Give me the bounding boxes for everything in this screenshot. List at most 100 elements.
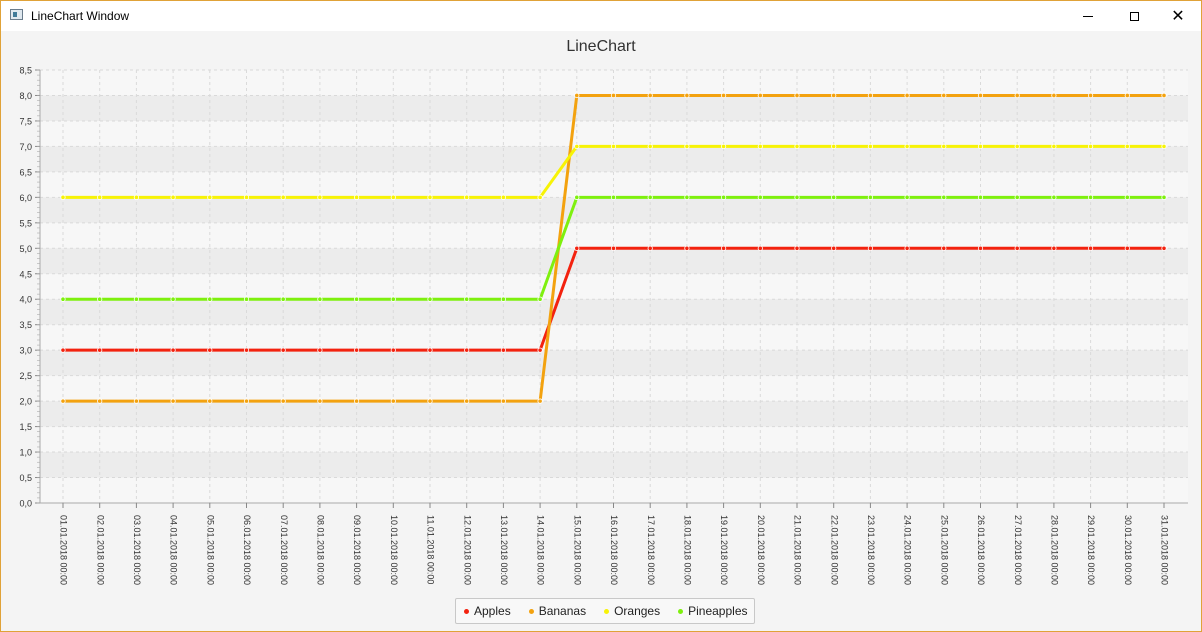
data-point-oranges bbox=[207, 194, 213, 200]
data-point-bananas bbox=[757, 92, 763, 99]
x-tick-label: 27.01.2018 00:00 bbox=[1013, 515, 1023, 585]
data-point-oranges bbox=[243, 194, 250, 200]
data-point-pineapples bbox=[1088, 194, 1094, 200]
data-point-oranges bbox=[537, 194, 543, 200]
data-point-apples bbox=[280, 347, 286, 353]
data-point-apples bbox=[427, 347, 433, 353]
data-point-pineapples bbox=[977, 194, 984, 200]
data-point-pineapples bbox=[500, 296, 506, 302]
data-point-pineapples bbox=[684, 194, 690, 200]
data-point-oranges bbox=[353, 194, 360, 200]
legend-item-pineapples: Pineapples bbox=[676, 604, 748, 618]
y-tick-label: 6,0 bbox=[19, 193, 32, 203]
data-point-apples bbox=[1088, 245, 1094, 251]
x-tick-label: 23.01.2018 00:00 bbox=[866, 515, 876, 585]
x-tick-label: 28.01.2018 00:00 bbox=[1050, 515, 1060, 585]
data-point-apples bbox=[537, 347, 543, 353]
data-point-bananas bbox=[427, 398, 433, 404]
title-bar[interactable]: LineChart Window ✕ bbox=[1, 1, 1201, 31]
data-point-apples bbox=[500, 347, 506, 353]
legend-label: Bananas bbox=[538, 604, 587, 618]
y-tick-label: 7,0 bbox=[19, 142, 32, 152]
data-point-pineapples bbox=[427, 296, 433, 302]
data-point-pineapples bbox=[464, 296, 470, 302]
y-tick-label: 4,5 bbox=[19, 269, 32, 279]
data-point-oranges bbox=[574, 143, 580, 150]
y-tick-label: 4,0 bbox=[19, 295, 32, 305]
data-point-pineapples bbox=[1014, 194, 1020, 200]
legend-marker-icon bbox=[528, 608, 534, 614]
x-tick-label: 02.01.2018 00:00 bbox=[95, 515, 105, 585]
data-point-apples bbox=[794, 245, 800, 251]
data-point-pineapples bbox=[867, 194, 874, 200]
legend-marker-icon bbox=[464, 608, 469, 614]
data-point-pineapples bbox=[647, 194, 653, 200]
data-point-oranges bbox=[280, 194, 286, 200]
legend-item-bananas: Bananas bbox=[527, 604, 586, 618]
data-point-oranges bbox=[610, 143, 617, 150]
data-point-bananas bbox=[317, 398, 323, 404]
maximize-button[interactable] bbox=[1111, 1, 1157, 31]
data-point-apples bbox=[243, 347, 250, 353]
chart-title: LineChart bbox=[566, 38, 636, 55]
data-point-bananas bbox=[977, 92, 984, 99]
data-point-bananas bbox=[500, 398, 506, 404]
data-point-pineapples bbox=[390, 296, 396, 302]
x-tick-label: 19.01.2018 00:00 bbox=[719, 515, 729, 585]
data-point-apples bbox=[464, 347, 470, 353]
data-point-bananas bbox=[941, 92, 947, 99]
data-point-bananas bbox=[280, 398, 286, 404]
x-tick-label: 25.01.2018 00:00 bbox=[939, 515, 949, 585]
data-point-oranges bbox=[1014, 143, 1020, 150]
x-tick-label: 18.01.2018 00:00 bbox=[683, 515, 693, 585]
chart-legend: Apples Bananas Oranges Pineapples bbox=[455, 598, 755, 624]
maximize-icon bbox=[1129, 11, 1139, 21]
y-tick-label: 5,0 bbox=[19, 244, 32, 254]
data-point-oranges bbox=[720, 143, 727, 150]
legend-label: Pineapples bbox=[688, 604, 748, 618]
data-point-bananas bbox=[97, 398, 103, 404]
x-tick-label: 03.01.2018 00:00 bbox=[132, 515, 142, 585]
data-point-bananas bbox=[1051, 92, 1057, 99]
data-point-pineapples bbox=[757, 194, 763, 200]
x-tick-label: 05.01.2018 00:00 bbox=[205, 515, 215, 585]
data-point-pineapples bbox=[1161, 194, 1167, 200]
x-tick-label: 24.01.2018 00:00 bbox=[903, 515, 913, 585]
data-point-apples bbox=[610, 245, 617, 251]
data-point-oranges bbox=[757, 143, 763, 150]
data-point-bananas bbox=[133, 398, 139, 404]
minimize-button[interactable] bbox=[1065, 1, 1111, 31]
close-button[interactable]: ✕ bbox=[1155, 1, 1201, 31]
x-tick-label: 01.01.2018 00:00 bbox=[59, 515, 69, 585]
data-point-bananas bbox=[390, 398, 396, 404]
window-title: LineChart Window bbox=[31, 9, 130, 23]
x-tick-label: 14.01.2018 00:00 bbox=[536, 515, 546, 585]
x-tick-label: 30.01.2018 00:00 bbox=[1123, 515, 1133, 585]
data-point-pineapples bbox=[1124, 194, 1130, 200]
data-point-pineapples bbox=[904, 194, 910, 200]
x-tick-label: 26.01.2018 00:00 bbox=[976, 515, 986, 585]
data-point-bananas bbox=[574, 92, 580, 99]
y-tick-label: 1,5 bbox=[19, 422, 32, 432]
data-point-bananas bbox=[610, 92, 617, 99]
data-point-oranges bbox=[427, 194, 433, 200]
legend-item-apples: Apples bbox=[462, 604, 511, 618]
data-point-apples bbox=[317, 347, 323, 353]
window-app-icon[interactable] bbox=[10, 9, 23, 20]
data-point-bananas bbox=[904, 92, 910, 99]
data-point-oranges bbox=[1124, 143, 1130, 150]
data-point-pineapples bbox=[353, 296, 360, 302]
data-point-bananas bbox=[243, 398, 250, 404]
data-point-bananas bbox=[353, 398, 360, 404]
data-point-pineapples bbox=[207, 296, 213, 302]
data-point-pineapples bbox=[133, 296, 139, 302]
data-point-apples bbox=[574, 245, 580, 251]
data-point-bananas bbox=[794, 92, 800, 99]
legend-marker-icon bbox=[604, 608, 610, 614]
y-tick-label: 8,5 bbox=[19, 66, 32, 76]
data-point-apples bbox=[353, 347, 360, 353]
data-point-bananas bbox=[684, 92, 690, 99]
legend-item-oranges: Oranges bbox=[602, 604, 660, 618]
data-point-bananas bbox=[1088, 92, 1094, 99]
